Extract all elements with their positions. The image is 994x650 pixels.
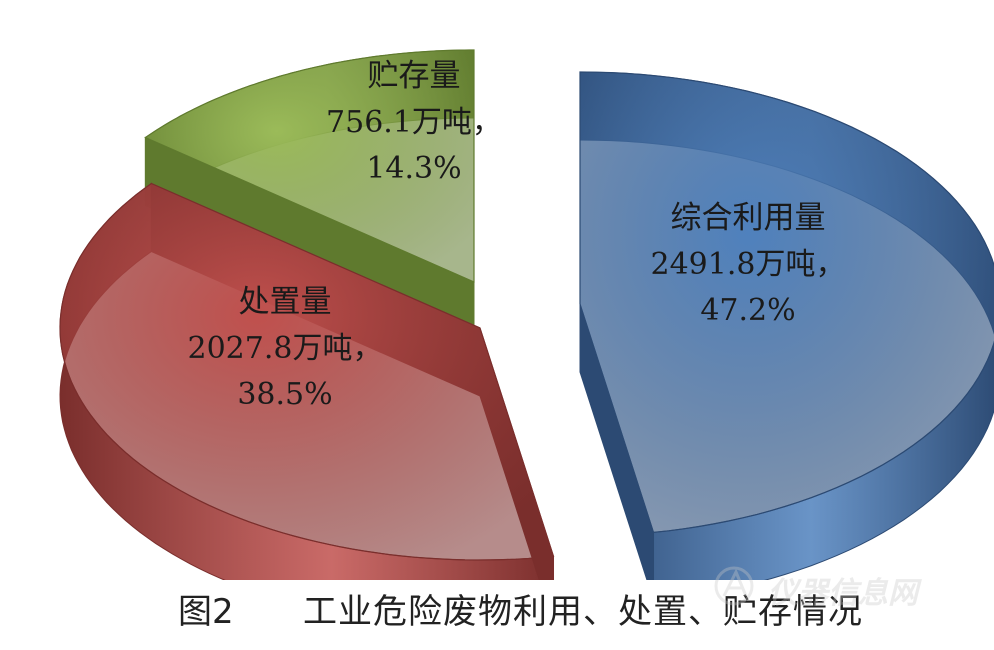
slice-name-label-2: 处置量 [239, 284, 332, 320]
pie-chart-svg: 综合利用量 2491.8万吨， 47.2% 处置量 2027.8万吨， 38.5% 贮存量 7… [59, 49, 994, 580]
pie-slice-top-3 [144, 49, 475, 283]
watermark-text: 仪器信息网 [768, 576, 918, 611]
slice-name-label-3: 贮存量 [368, 58, 461, 94]
instrument-logo-icon [714, 566, 754, 606]
figure-number: 图2 [178, 592, 234, 632]
watermark: 仪器信息网 [706, 556, 966, 616]
slice-value-label-2: 2027.8万吨， [188, 331, 383, 366]
slice-value-label-3: 756.1万吨， [326, 105, 502, 140]
slice-value-label-1: 2491.8万吨， [651, 247, 846, 282]
slice-percent-label-3: 14.3% [366, 151, 461, 186]
slice-name-label-1: 综合利用量 [671, 200, 826, 236]
pie-slice-top-2 [59, 182, 555, 561]
figure-caption: 图2 工业危险废物利用、处置、贮存情况 [0, 584, 994, 634]
figure-caption-text: 工业危险废物利用、处置、贮存情况 [303, 592, 863, 632]
slice-percent-label-1: 47.2% [700, 293, 795, 328]
pie-slice-2 [59, 182, 555, 580]
pie-slice-1 [579, 71, 994, 580]
slice-percent-label-2: 38.5% [237, 377, 332, 412]
pie-slice-top-1 [579, 71, 994, 534]
